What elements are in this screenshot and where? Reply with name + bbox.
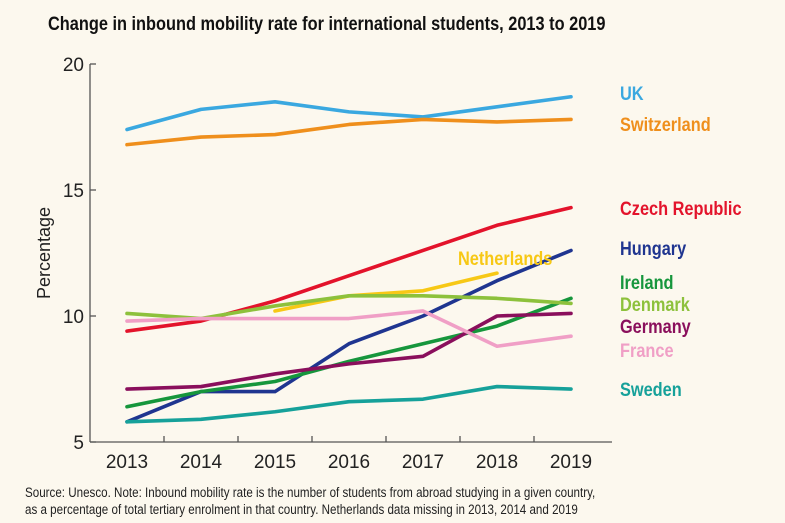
series-line-switzerland xyxy=(125,117,573,147)
x-tick-label: 2019 xyxy=(550,452,592,473)
series-label: Netherlands xyxy=(458,248,552,269)
series-label: France xyxy=(620,340,674,361)
x-tick-label: 2016 xyxy=(328,452,370,473)
series-label: UK xyxy=(620,83,644,104)
x-tick-label: 2014 xyxy=(180,452,223,473)
series-label: Germany xyxy=(620,316,691,337)
series-label: Denmark xyxy=(620,294,690,315)
source-note: Source: Unesco. Note: Inbound mobility r… xyxy=(25,484,595,518)
y-tick-label: 10 xyxy=(63,307,84,328)
series-label: Hungary xyxy=(620,238,686,259)
x-tick-label: 2013 xyxy=(106,452,148,473)
source-note-line: Source: Unesco. Note: Inbound mobility r… xyxy=(25,485,596,500)
y-tick-label: 15 xyxy=(63,181,84,202)
series-label: Czech Republic xyxy=(620,198,742,219)
series-line-netherlands xyxy=(273,271,499,313)
x-tick-label: 2017 xyxy=(402,452,444,473)
chart-title: Change in inbound mobility rate for inte… xyxy=(48,14,606,35)
y-tick-label: 5 xyxy=(73,433,84,454)
series-line-germany xyxy=(125,311,573,391)
series-line-ireland xyxy=(125,296,573,409)
x-tick-label: 2015 xyxy=(254,452,296,473)
series-line-france xyxy=(125,309,573,349)
source-note-line: as a percentage of total tertiary enrolm… xyxy=(25,502,578,517)
y-axis-label: Percentage xyxy=(34,207,54,299)
series-label: Sweden xyxy=(620,379,682,400)
series-line-sweden xyxy=(125,384,573,424)
y-tick-label: 20 xyxy=(63,55,84,76)
series-label: Switzerland xyxy=(620,114,711,135)
series-line-uk xyxy=(125,94,573,132)
x-tick-label: 2018 xyxy=(476,452,518,473)
series-label: Ireland xyxy=(620,272,674,293)
series-line-czech-republic xyxy=(125,205,573,333)
